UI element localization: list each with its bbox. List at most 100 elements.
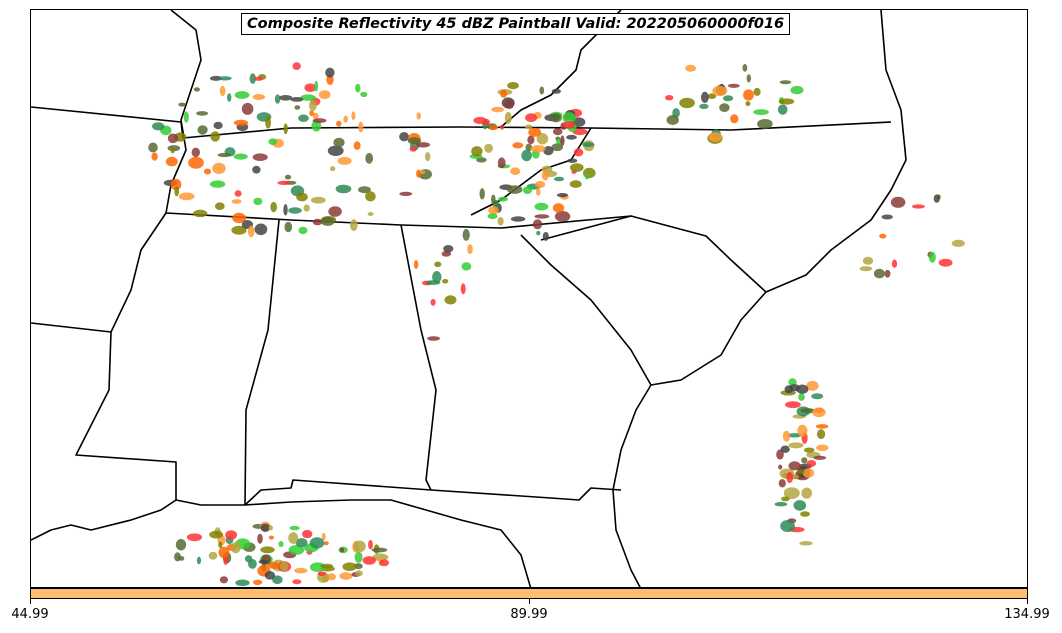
reflectivity-cell — [790, 85, 804, 95]
reflectivity-cell — [283, 123, 288, 135]
reflectivity-cell — [342, 562, 357, 571]
reflectivity-cell — [532, 219, 543, 230]
colorbar-label-mid: 89.99 — [510, 607, 548, 622]
reflectivity-cell — [504, 99, 515, 109]
reflectivity-cell — [314, 80, 319, 92]
reflectivity-cell — [372, 553, 389, 561]
reflectivity-cell — [425, 280, 441, 285]
reflectivity-cell — [278, 541, 284, 547]
reflectivity-cell — [484, 143, 493, 153]
reflectivity-cell — [862, 256, 874, 265]
reflectivity-cell — [560, 135, 565, 147]
reflectivity-cell — [757, 119, 773, 129]
reflectivity-cell — [325, 67, 335, 78]
reflectivity-cell — [801, 487, 812, 499]
reflectivity-cell — [779, 80, 792, 85]
reflectivity-cell — [443, 245, 454, 253]
reflectivity-cell — [416, 112, 421, 120]
reflectivity-cell — [252, 153, 268, 161]
reflectivity-cell — [197, 125, 208, 135]
reflectivity-cell — [796, 469, 805, 474]
reflectivity-cell — [666, 115, 679, 125]
reflectivity-cell — [566, 134, 577, 140]
reflectivity-cell — [746, 74, 751, 83]
reflectivity-cell — [782, 430, 791, 442]
reflectivity-cell — [530, 145, 546, 153]
reflectivity-cell — [425, 152, 431, 162]
reflectivity-cell — [873, 268, 885, 279]
reflectivity-cell — [488, 125, 499, 130]
reflectivity-cell — [183, 111, 189, 123]
reflectivity-cell — [254, 223, 268, 236]
reflectivity-cell — [528, 127, 542, 137]
reflectivity-cell — [551, 143, 563, 152]
reflectivity-cell — [304, 83, 317, 92]
reflectivity-cell — [774, 502, 788, 507]
reflectivity-cell — [778, 479, 786, 488]
reflectivity-cell — [534, 180, 546, 189]
reflectivity-cell — [234, 91, 250, 99]
reflectivity-cell — [542, 231, 549, 241]
reflectivity-cell — [562, 121, 575, 129]
reflectivity-cell — [327, 145, 344, 156]
reflectivity-cell — [323, 541, 329, 546]
reflectivity-cell — [497, 157, 506, 169]
reflectivity-cell — [358, 186, 371, 194]
reflectivity-cell — [442, 279, 449, 284]
reflectivity-cell — [813, 455, 827, 460]
reflectivity-cell — [707, 93, 717, 99]
reflectivity-cell — [209, 180, 226, 188]
reflectivity-cell — [512, 142, 524, 149]
reflectivity-cell — [742, 64, 748, 72]
reflectivity-cell — [280, 561, 289, 572]
reflectivity-cell — [298, 226, 308, 235]
reflectivity-cell — [196, 111, 209, 116]
reflectivity-cell — [665, 95, 674, 101]
reflectivity-cell — [328, 206, 342, 217]
reflectivity-cell — [679, 97, 695, 109]
reflectivity-cell — [460, 283, 466, 295]
reflectivity-cell — [427, 336, 440, 341]
reflectivity-cell — [500, 124, 505, 130]
reflectivity-cell — [193, 209, 208, 218]
reflectivity-cell — [781, 496, 790, 502]
reflectivity-cell — [249, 73, 256, 84]
reflectivity-cell — [815, 424, 829, 429]
reflectivity-cell — [210, 75, 223, 81]
reflectivity-cell — [231, 225, 247, 235]
reflectivity-cell — [430, 298, 436, 306]
reflectivity-cell — [358, 121, 364, 133]
reflectivity-cell — [288, 207, 302, 214]
reflectivity-cell — [234, 190, 242, 197]
reflectivity-cell — [254, 76, 264, 81]
border-nc-sc — [540, 215, 767, 293]
map-frame — [30, 9, 1028, 588]
reflectivity-cell — [536, 133, 549, 145]
reflectivity-cell — [806, 380, 819, 391]
reflectivity-cell — [321, 532, 326, 541]
coast-gulf — [31, 499, 532, 587]
reflectivity-cell — [462, 229, 470, 241]
reflectivity-cell — [196, 556, 202, 565]
reflectivity-cell — [371, 547, 388, 553]
reflectivity-cell — [419, 170, 426, 175]
reflectivity-cell — [497, 196, 508, 202]
reflectivity-cell — [783, 487, 800, 499]
reflectivity-cell — [209, 530, 224, 539]
reflectivity-cell — [165, 156, 178, 167]
reflectivity-cell — [268, 138, 277, 146]
reflectivity-cell — [780, 520, 795, 532]
reflectivity-cell — [303, 204, 310, 212]
reflectivity-cell — [252, 165, 261, 174]
reflectivity-cell — [928, 251, 936, 263]
reflectivity-cell — [365, 191, 376, 202]
reflectivity-cell — [233, 119, 249, 126]
reflectivity-cell — [488, 206, 499, 215]
reflectivity-cell — [806, 460, 817, 467]
reflectivity-cell — [277, 180, 291, 185]
reflectivity-cell — [257, 533, 263, 544]
border-ms-al — [244, 219, 280, 506]
reflectivity-cell — [753, 87, 761, 96]
reflectivity-cell — [213, 121, 223, 130]
reflectivity-cell — [570, 163, 584, 172]
